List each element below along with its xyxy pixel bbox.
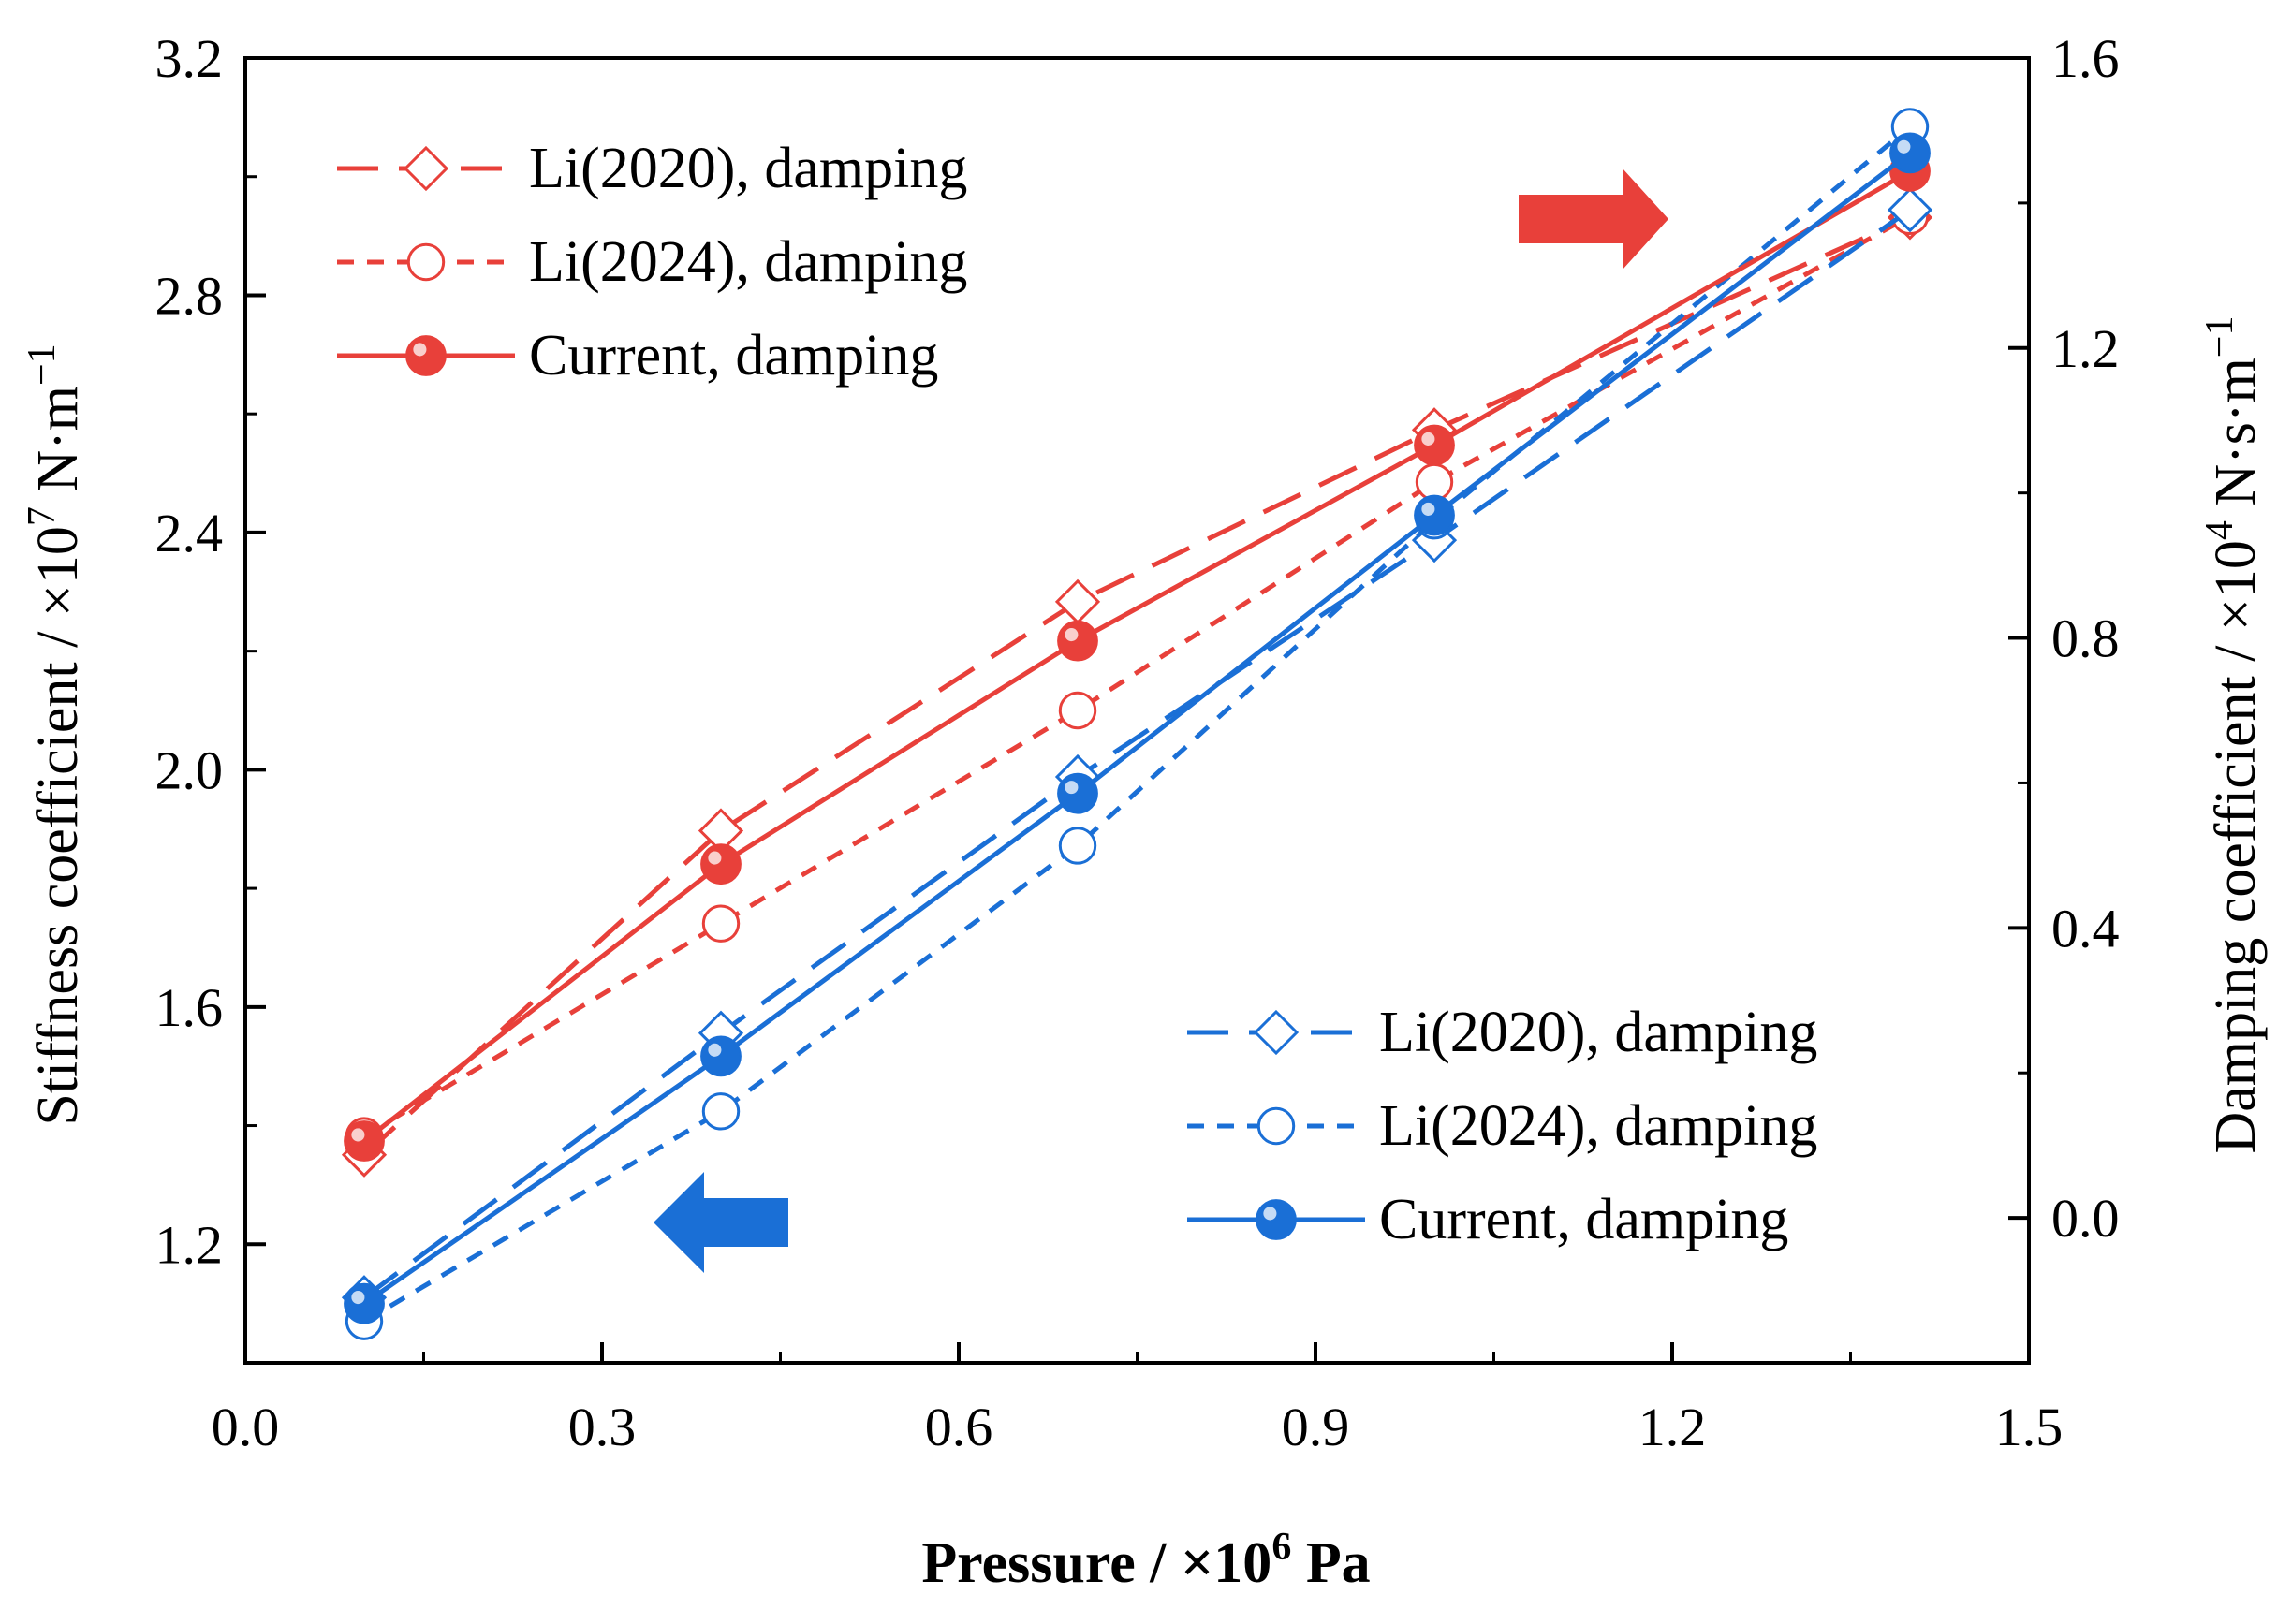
data-point-highlight (351, 1290, 365, 1305)
series-line (362, 213, 1912, 1138)
x-axis: 0.0 0.3 0.6 0.9 1.2 1.5 (212, 1342, 2064, 1457)
data-point-fill (1057, 772, 1098, 814)
x-tick-label: 0.6 (925, 1397, 993, 1457)
data-point (344, 1282, 385, 1324)
left-y-tick-label: 3.2 (155, 28, 224, 89)
data-point-highlight (1421, 502, 1435, 516)
legend-marker-fill (405, 335, 447, 376)
legend-marker (405, 335, 447, 376)
legend-marker-highlight (413, 343, 427, 357)
data-point (1058, 827, 1097, 865)
left-y-axis-title: Stiffness coefficient / ×107 N·m−1 (21, 344, 90, 1125)
data-point-fill (1414, 494, 1455, 536)
data-point-fill (1057, 620, 1098, 662)
data-point-fill (1414, 424, 1455, 466)
left-y-axis: 1.2 1.6 2.0 2.4 2.8 3.2 (155, 28, 266, 1275)
legend-label: Li(2024), damping (529, 230, 967, 294)
legend-marker (1253, 1009, 1300, 1056)
right-y-tick-label: 1.2 (2051, 318, 2120, 379)
legend-label: Current, damping (529, 324, 938, 388)
legend-marker-fill (1256, 1199, 1297, 1240)
data-point (344, 1120, 385, 1162)
data-point (700, 1035, 742, 1077)
legend-item: Current, damping (337, 324, 938, 388)
data-point-highlight (1897, 139, 1911, 154)
data-point-fill (700, 1035, 742, 1077)
data-point (1057, 620, 1098, 662)
data-point-highlight (708, 851, 722, 865)
legend-bottom-right: Li(2020), damping Li(2024), damping Curren… (1187, 1001, 1817, 1251)
legend-label: Li(2020), damping (1379, 1001, 1817, 1064)
legend-item: Li(2024), damping (1187, 1094, 1817, 1158)
data-point (1889, 132, 1931, 174)
data-point (1414, 424, 1455, 466)
legend-marker (403, 145, 449, 192)
series-layer (341, 108, 1933, 1340)
legend-item: Li(2020), damping (1187, 1001, 1817, 1064)
series-5 (344, 132, 1931, 1324)
data-point (1054, 578, 1101, 624)
legend-marker (1256, 1199, 1297, 1240)
right-y-tick-label: 0.8 (2051, 608, 2120, 669)
right-y-axis: 0.0 0.4 0.8 1.2 1.6 (2008, 28, 2120, 1249)
data-point (701, 1092, 741, 1131)
data-point-highlight (1065, 781, 1079, 795)
legend-item: Li(2020), damping (337, 137, 967, 200)
data-point-fill (700, 843, 742, 885)
data-point (1887, 187, 1933, 233)
legend-marker-highlight (1263, 1207, 1277, 1221)
legend-item: Current, damping (1187, 1188, 1788, 1251)
left-y-tick-label: 2.4 (155, 503, 224, 563)
arrows (654, 168, 1668, 1273)
left-arrow-icon (654, 1172, 788, 1273)
legend-label: Li(2024), damping (1379, 1094, 1817, 1158)
data-point-highlight (1065, 628, 1079, 642)
data-point (700, 843, 742, 885)
data-point-fill (344, 1120, 385, 1162)
data-point-highlight (1421, 432, 1435, 446)
legend-item: Li(2024), damping (337, 230, 967, 294)
data-point-fill (344, 1282, 385, 1324)
left-y-tick-label: 1.6 (155, 977, 224, 1038)
right-y-tick-label: 1.6 (2051, 28, 2120, 89)
x-tick-label: 0.9 (1282, 1397, 1350, 1457)
x-tick-label: 0.3 (568, 1397, 637, 1457)
data-point-fill (1889, 132, 1931, 174)
right-y-axis-title: Damping coefficient / ×104 N·s·m−1 (2198, 316, 2268, 1154)
data-point (1058, 691, 1097, 730)
x-tick-label: 1.2 (1638, 1397, 1707, 1457)
x-tick-label: 0.0 (212, 1397, 280, 1457)
right-arrow-icon (1519, 168, 1668, 270)
data-point-highlight (708, 1043, 722, 1057)
legend-marker (1256, 1106, 1296, 1146)
legend-top-left: Li(2020), damping Li(2024), damping Curren… (337, 137, 967, 388)
data-point (1057, 772, 1098, 814)
legend-label: Current, damping (1379, 1188, 1788, 1251)
x-tick-label: 1.5 (1995, 1397, 2064, 1457)
data-point-highlight (351, 1128, 365, 1142)
legend-label: Li(2020), damping (529, 137, 967, 200)
legend-marker (406, 242, 446, 282)
right-y-tick-label: 0.0 (2051, 1188, 2120, 1249)
series-line (362, 124, 1912, 1324)
plot-frame (243, 56, 2031, 1365)
left-y-tick-label: 2.8 (155, 265, 224, 326)
data-point (1414, 494, 1455, 536)
plot-border (243, 56, 2031, 1365)
x-axis-title: Pressure / ×106 Pa (921, 1526, 1370, 1595)
left-y-tick-label: 2.0 (155, 739, 224, 800)
left-y-tick-label: 1.2 (155, 1214, 224, 1275)
right-y-tick-label: 0.4 (2051, 898, 2120, 958)
data-point (701, 904, 741, 943)
data-point (1415, 462, 1454, 502)
